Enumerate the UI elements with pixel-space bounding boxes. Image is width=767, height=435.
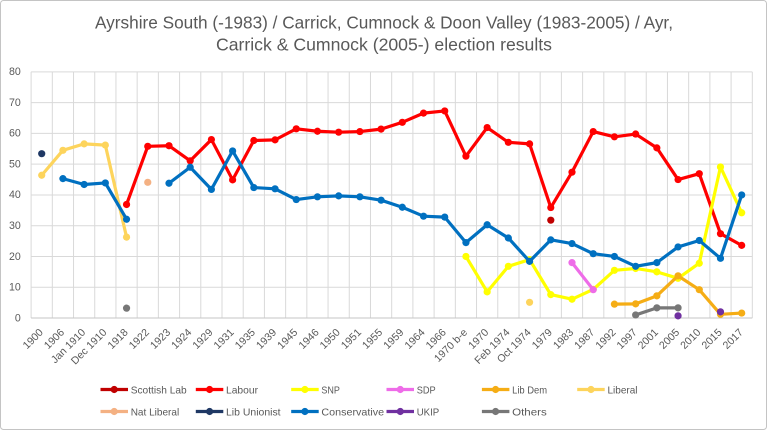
svg-text:70: 70 bbox=[9, 97, 21, 109]
svg-text:Lib Unionist: Lib Unionist bbox=[226, 407, 281, 419]
svg-text:60: 60 bbox=[9, 128, 21, 140]
svg-text:80: 80 bbox=[9, 66, 21, 78]
svg-text:Scottish Lab: Scottish Lab bbox=[131, 385, 187, 397]
svg-text:UKIP: UKIP bbox=[417, 407, 440, 419]
svg-text:Lib Dem: Lib Dem bbox=[512, 385, 547, 397]
svg-text:0: 0 bbox=[15, 312, 21, 324]
svg-text:50: 50 bbox=[9, 159, 21, 171]
svg-text:Ayrshire South (-1983) / Carri: Ayrshire South (-1983) / Carrick, Cumnoc… bbox=[95, 12, 673, 32]
svg-text:Conservative: Conservative bbox=[321, 407, 384, 419]
svg-text:Nat Liberal: Nat Liberal bbox=[131, 407, 180, 419]
svg-text:10: 10 bbox=[9, 282, 21, 294]
svg-text:Labour: Labour bbox=[226, 385, 258, 397]
svg-text:20: 20 bbox=[9, 251, 21, 263]
svg-text:SNP: SNP bbox=[321, 385, 340, 397]
svg-text:SDP: SDP bbox=[417, 385, 436, 397]
svg-text:Liberal: Liberal bbox=[608, 385, 638, 397]
svg-text:40: 40 bbox=[9, 189, 21, 201]
svg-text:Carrick & Cumnock (2005-) elec: Carrick & Cumnock (2005-) election resul… bbox=[216, 35, 552, 55]
svg-text:Others: Others bbox=[512, 407, 547, 419]
svg-text:30: 30 bbox=[9, 220, 21, 232]
